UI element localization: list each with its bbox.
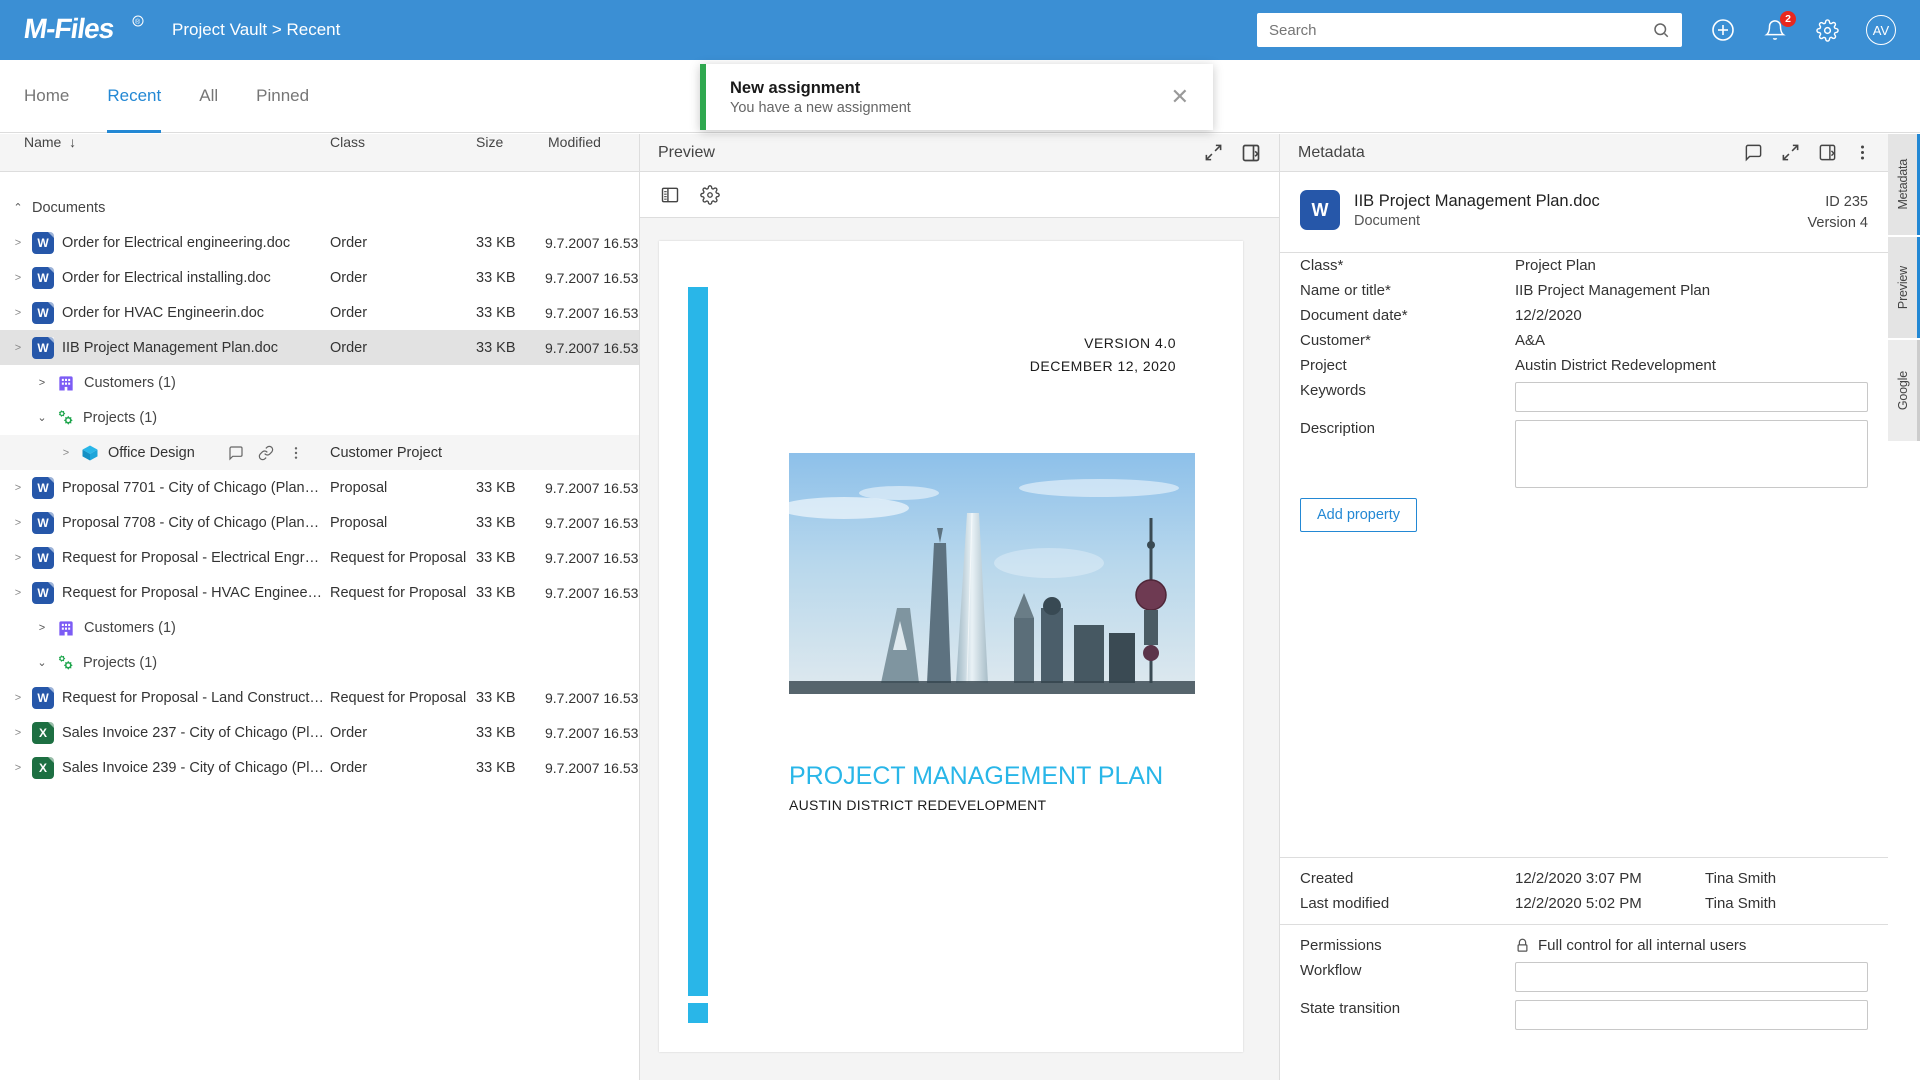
svg-text:®: ® (135, 18, 141, 26)
svg-text:M-Files: M-Files (24, 15, 116, 44)
